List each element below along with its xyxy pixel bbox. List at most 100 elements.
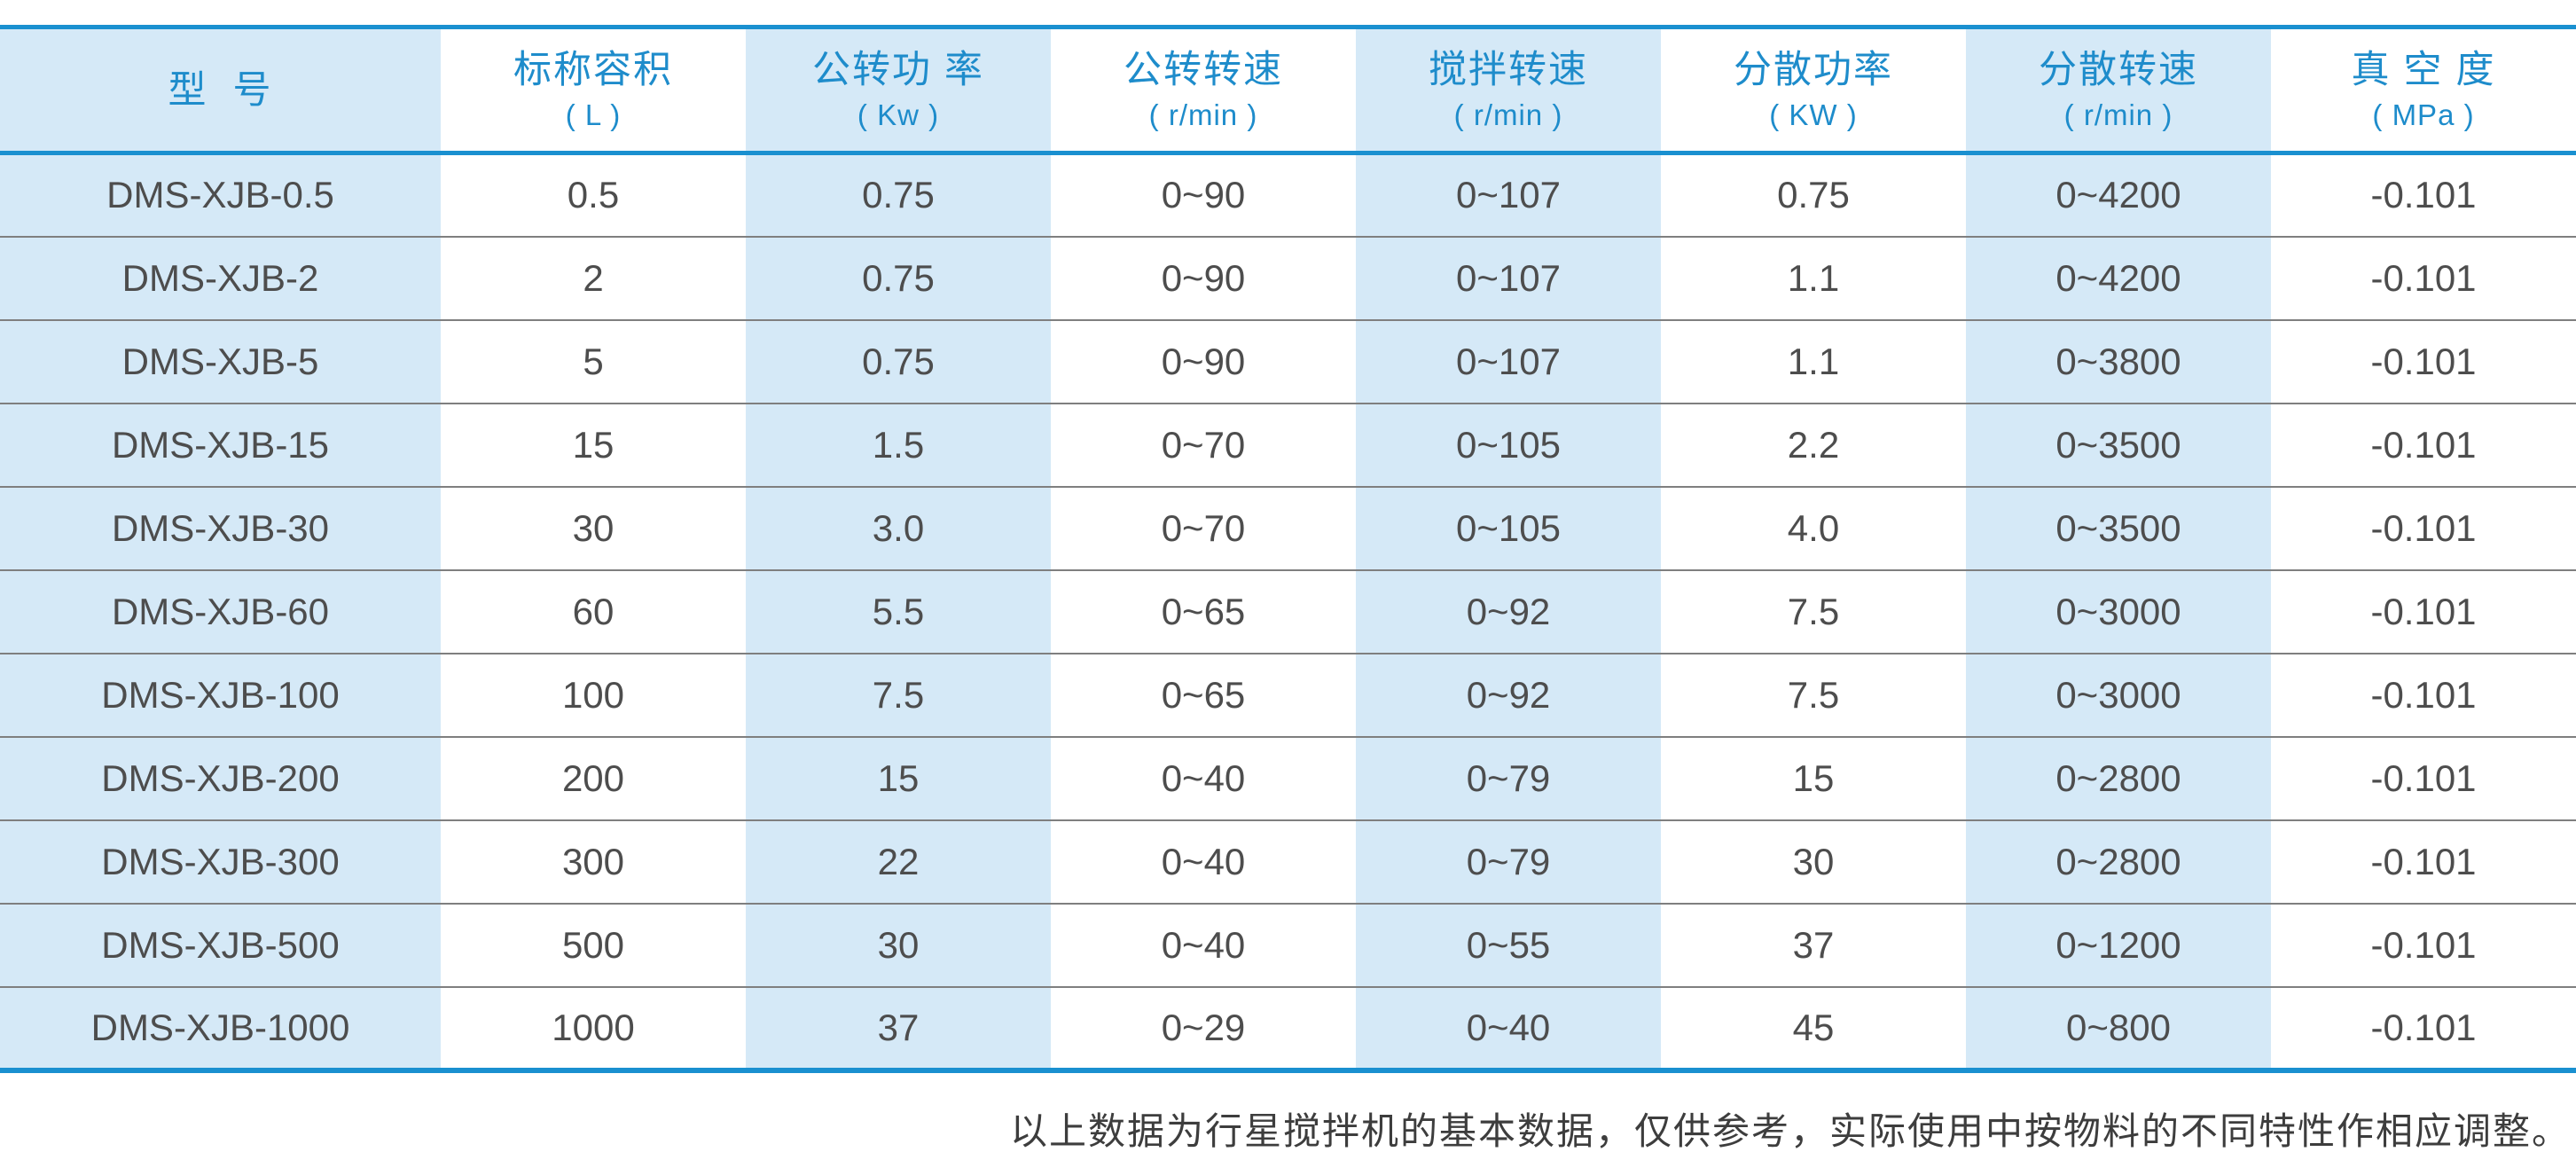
value-cell: 5.5	[746, 569, 1051, 654]
value-cell: -0.101	[2271, 903, 2576, 987]
value-cell: 0~40	[1356, 986, 1661, 1070]
model-cell: DMS-XJB-500	[0, 903, 441, 987]
column-label: 分散转速	[2039, 48, 2198, 91]
value-cell: 3.0	[746, 486, 1051, 570]
column-label: 公转功 率	[812, 48, 984, 91]
model-cell: DMS-XJB-0.5	[0, 153, 441, 237]
table-row: DMS-XJB-0.5 0.5 0.75 0~90 0~107 0.75 0~4200 -0.…	[0, 153, 2576, 237]
column-label: 搅拌转速	[1429, 48, 1588, 91]
value-cell: 0~92	[1356, 653, 1661, 737]
value-cell: 0~40	[1051, 903, 1356, 987]
column-header: 分散转速 ( r/min )	[1966, 27, 2271, 153]
value-cell: 0~90	[1051, 319, 1356, 404]
value-cell: 22	[746, 819, 1051, 904]
value-cell: 15	[1661, 736, 1966, 820]
column-unit: ( KW )	[1769, 98, 1858, 131]
value-cell: -0.101	[2271, 736, 2576, 820]
value-cell: 0.75	[746, 319, 1051, 404]
value-cell: 0~2800	[1966, 736, 2271, 820]
table-row: DMS-XJB-60 60 5.5 0~65 0~92 7.5 0~3000 -0.101	[0, 569, 2576, 654]
column-header: 标称容积 ( L )	[441, 27, 746, 153]
value-cell: 0~70	[1051, 486, 1356, 570]
value-cell: -0.101	[2271, 569, 2576, 654]
value-cell: 0~79	[1356, 819, 1661, 904]
value-cell: 2.2	[1661, 403, 1966, 487]
value-cell: 37	[1661, 903, 1966, 987]
value-cell: 45	[1661, 986, 1966, 1070]
value-cell: -0.101	[2271, 319, 2576, 404]
value-cell: 5	[441, 319, 746, 404]
table-row: DMS-XJB-2 2 0.75 0~90 0~107 1.1 0~4200 -0.101	[0, 236, 2576, 320]
value-cell: 0~107	[1356, 319, 1661, 404]
value-cell: -0.101	[2271, 986, 2576, 1070]
value-cell: 30	[1661, 819, 1966, 904]
value-cell: 0~3000	[1966, 569, 2271, 654]
table-row: DMS-XJB-500 500 30 0~40 0~55 37 0~1200 -0.101	[0, 903, 2576, 987]
value-cell: 500	[441, 903, 746, 987]
value-cell: 100	[441, 653, 746, 737]
column-header: 真 空 度 ( MPa )	[2271, 27, 2576, 153]
column-label: 真 空 度	[2351, 48, 2496, 91]
value-cell: 60	[441, 569, 746, 654]
value-cell: 300	[441, 819, 746, 904]
value-cell: -0.101	[2271, 486, 2576, 570]
value-cell: 0~3800	[1966, 319, 2271, 404]
value-cell: 0.75	[1661, 153, 1966, 237]
table-row: DMS-XJB-15 15 1.5 0~70 0~105 2.2 0~3500 -0.101	[0, 403, 2576, 487]
value-cell: 0~2800	[1966, 819, 2271, 904]
column-label: 公转转速	[1124, 48, 1283, 91]
model-cell: DMS-XJB-100	[0, 653, 441, 737]
value-cell: 0~70	[1051, 403, 1356, 487]
value-cell: 0.75	[746, 153, 1051, 237]
column-label: 标称容积	[513, 48, 673, 91]
value-cell: 0~107	[1356, 236, 1661, 320]
value-cell: 0~4200	[1966, 153, 2271, 237]
table-header: 型 号 标称容积( L ) 公转功 率 ( Kw ) 公转转速 ( r/min ) 搅拌转速…	[0, 27, 2576, 153]
value-cell: 1.1	[1661, 319, 1966, 404]
value-cell: 0~40	[1051, 736, 1356, 820]
value-cell: 37	[746, 986, 1051, 1070]
table-body: DMS-XJB-0.5 0.5 0.75 0~90 0~107 0.75 0~4200 -0.…	[0, 153, 2576, 1070]
column-label: 分散功率	[1734, 48, 1893, 91]
model-cell: DMS-XJB-200	[0, 736, 441, 820]
column-unit: ( Kw )	[857, 98, 940, 131]
value-cell: 15	[746, 736, 1051, 820]
value-cell: 0~90	[1051, 153, 1356, 237]
value-cell: 7.5	[1661, 569, 1966, 654]
footer-note: 以上数据为行星搅拌机的基本数据，仅供参考，实际使用中按物料的不同特性作相应调整。	[1009, 1109, 2571, 1152]
column-label: 型 号	[168, 68, 273, 112]
value-cell: 0~107	[1356, 153, 1661, 237]
spec-table: 型 号 标称容积( L ) 公转功 率 ( Kw ) 公转转速 ( r/min ) 搅拌转速…	[0, 25, 2576, 1073]
value-cell: 0~40	[1051, 819, 1356, 904]
value-cell: 0~29	[1051, 986, 1356, 1070]
value-cell: 0~92	[1356, 569, 1661, 654]
value-cell: 0~3500	[1966, 486, 2271, 570]
value-cell: 7.5	[1661, 653, 1966, 737]
value-cell: 0~1200	[1966, 903, 2271, 987]
model-cell: DMS-XJB-1000	[0, 986, 441, 1070]
column-header: 公转功 率 ( Kw )	[746, 27, 1051, 153]
model-cell: DMS-XJB-2	[0, 236, 441, 320]
value-cell: 30	[746, 903, 1051, 987]
value-cell: -0.101	[2271, 403, 2576, 487]
column-unit: ( r/min )	[1148, 98, 1258, 131]
table-row: DMS-XJB-300 300 22 0~40 0~79 30 0~2800 -0.101	[0, 819, 2576, 904]
value-cell: -0.101	[2271, 653, 2576, 737]
table-row: DMS-XJB-1000 1000 37 0~29 0~40 45 0~800 -0.101	[0, 986, 2576, 1070]
value-cell: 2	[441, 236, 746, 320]
value-cell: 4.0	[1661, 486, 1966, 570]
value-cell: -0.101	[2271, 153, 2576, 237]
value-cell: 30	[441, 486, 746, 570]
value-cell: 15	[441, 403, 746, 487]
value-cell: 0~65	[1051, 569, 1356, 654]
value-cell: 0~105	[1356, 486, 1661, 570]
column-header: 搅拌转速 ( r/min )	[1356, 27, 1661, 153]
model-cell: DMS-XJB-60	[0, 569, 441, 654]
model-cell: DMS-XJB-300	[0, 819, 441, 904]
value-cell: 0.5	[441, 153, 746, 237]
table-row: DMS-XJB-30 30 3.0 0~70 0~105 4.0 0~3500 -0.101	[0, 486, 2576, 570]
value-cell: 0~4200	[1966, 236, 2271, 320]
value-cell: 0~3000	[1966, 653, 2271, 737]
value-cell: 0~800	[1966, 986, 2271, 1070]
value-cell: 1.5	[746, 403, 1051, 487]
